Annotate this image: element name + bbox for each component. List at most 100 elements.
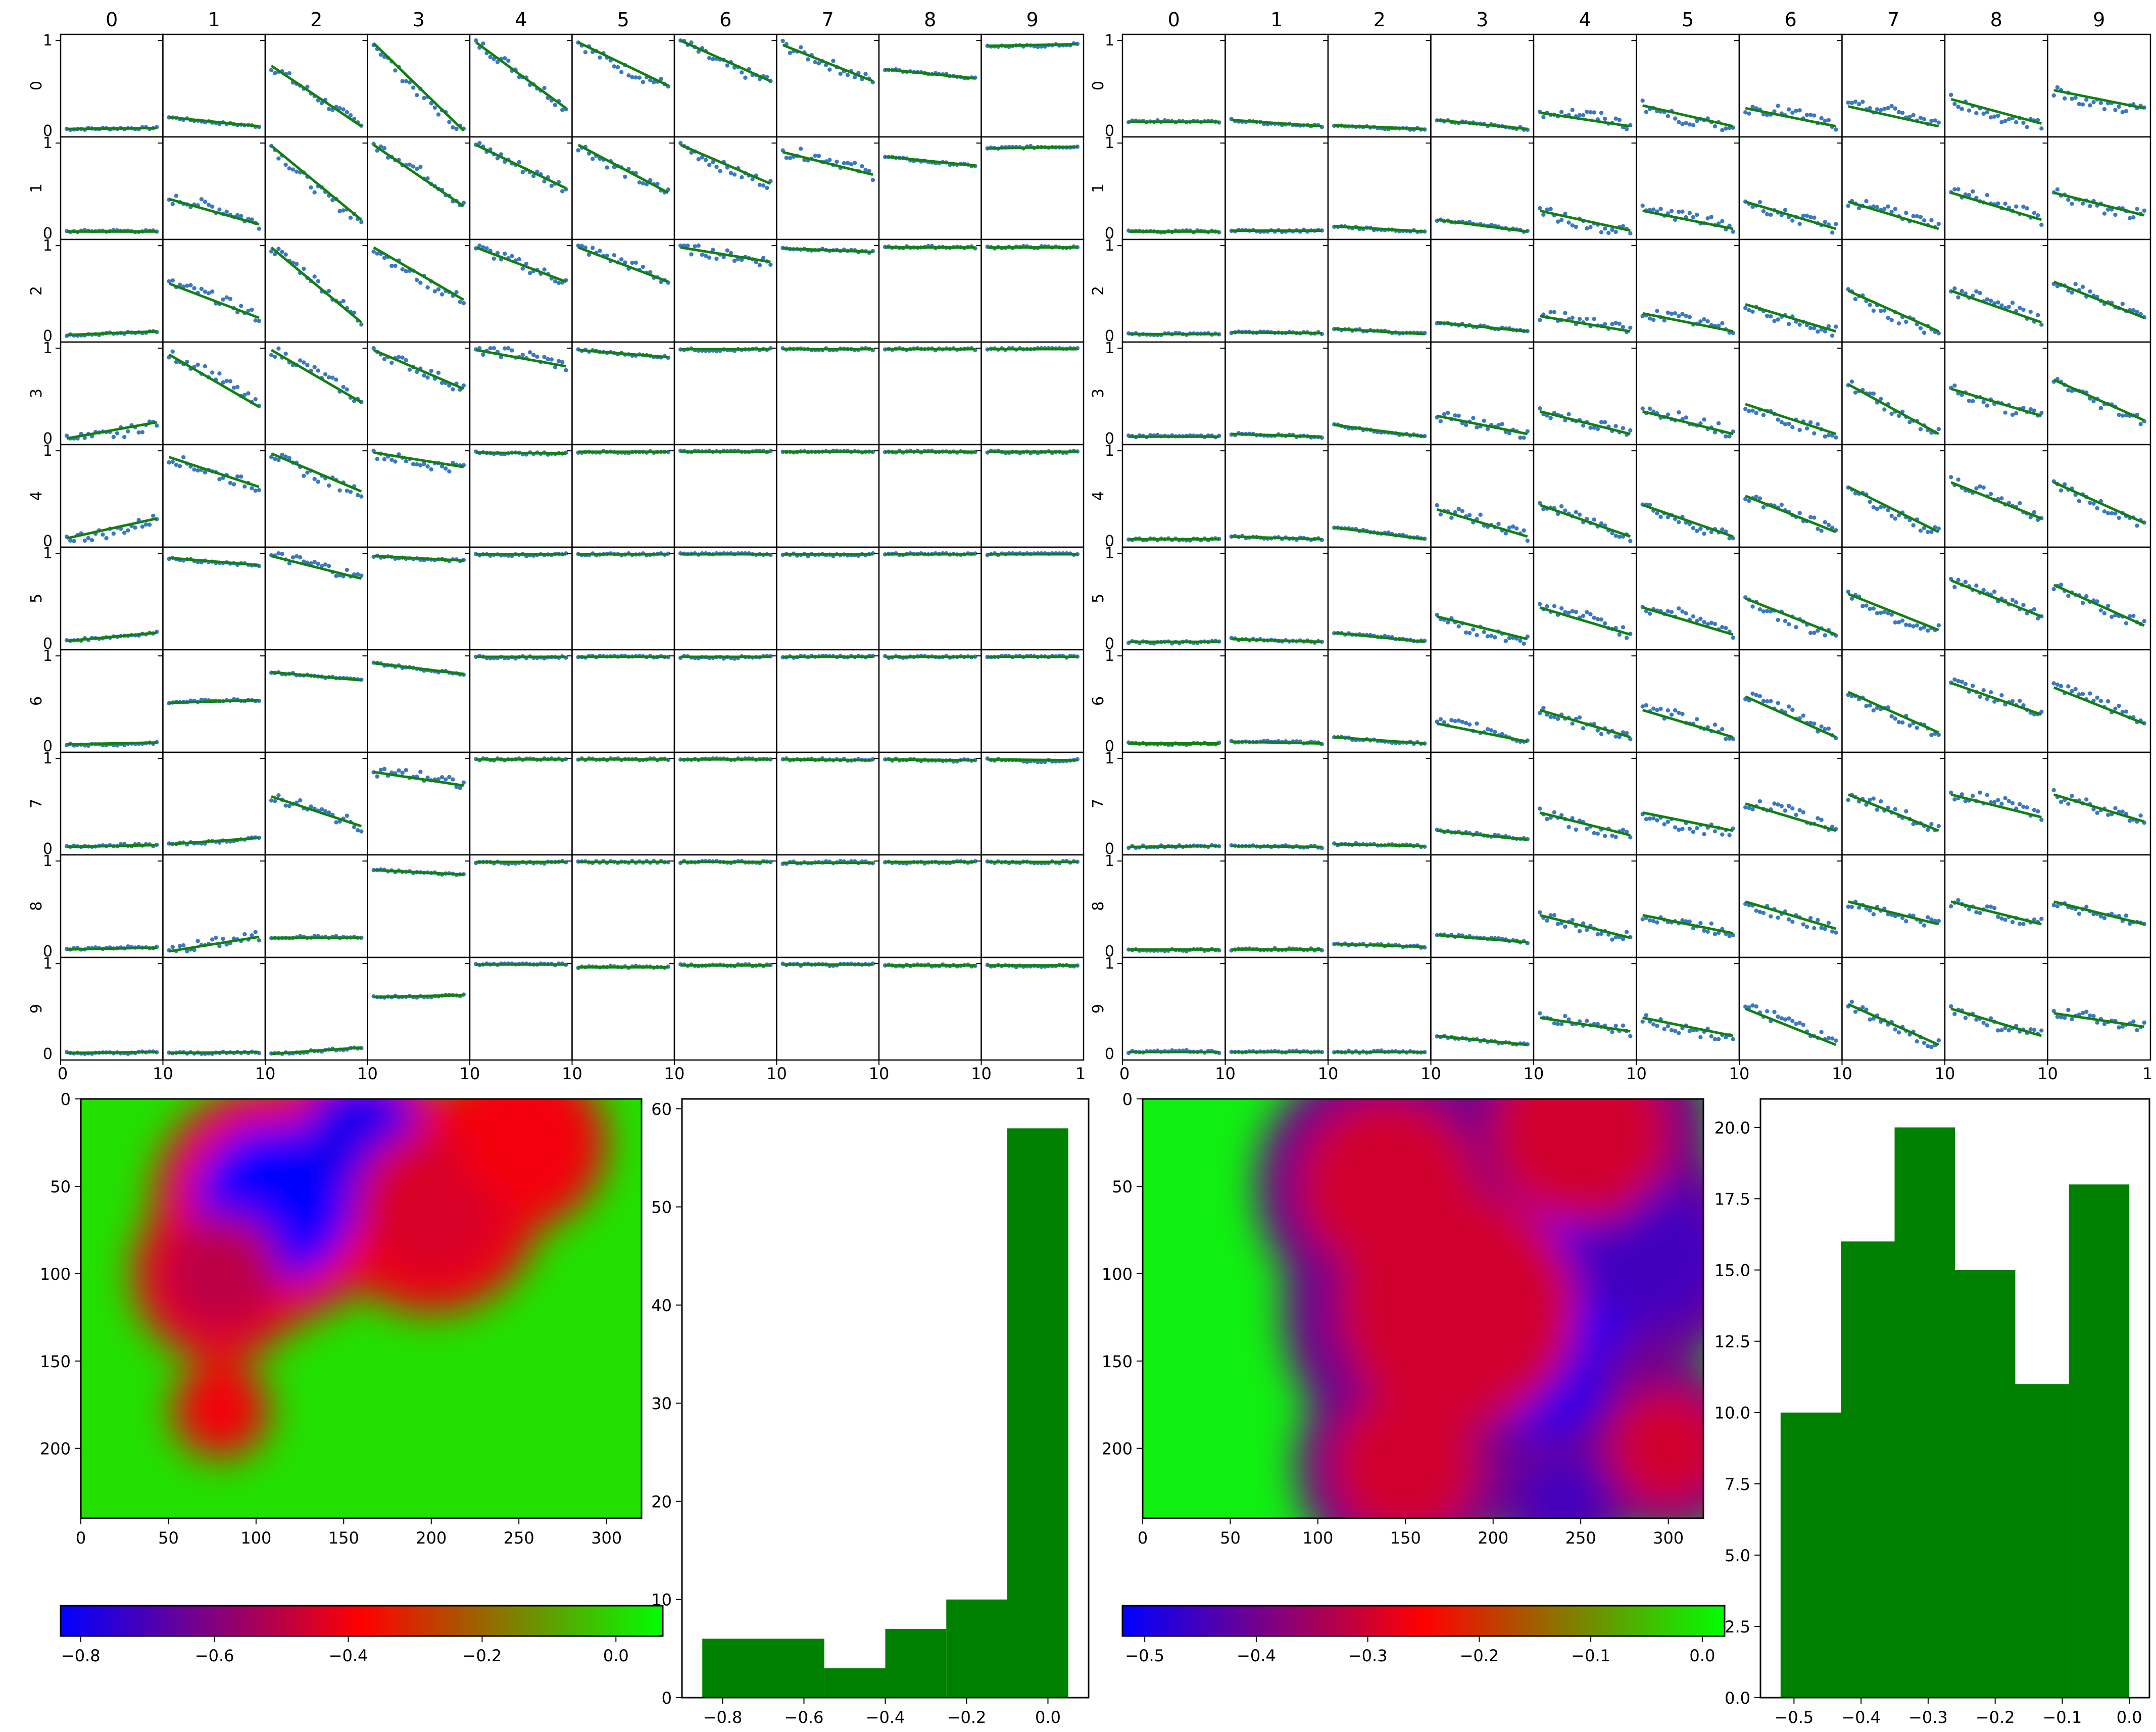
scatter-point: [356, 493, 360, 498]
scatter-point: [414, 167, 419, 171]
grid-cell-frame: [367, 136, 471, 240]
scatter-point: [447, 383, 452, 388]
scatter-point: [845, 73, 850, 77]
grid-cell-frame: [264, 956, 368, 1061]
scatter-point: [813, 154, 818, 158]
scatter-point: [1896, 321, 1901, 326]
grid-cell-frame: [878, 854, 982, 958]
scatter-point: [1463, 422, 1468, 427]
grid-y-tick-label: 0: [43, 1045, 53, 1063]
scatter-point: [1949, 475, 1953, 479]
scatter-point: [1757, 607, 1762, 612]
scatter-point: [1967, 399, 1972, 403]
scatter-point: [283, 351, 288, 356]
scatter-point: [1853, 390, 1858, 395]
scatter-point: [1456, 718, 1461, 723]
scatter-point: [481, 245, 485, 250]
scatter-point: [1747, 499, 1751, 503]
fit-line: [475, 246, 567, 283]
scatter-point: [1705, 319, 1710, 324]
scatter-point: [1445, 410, 1450, 415]
scatter-point: [1485, 634, 1490, 639]
scatter-point: [287, 71, 291, 76]
scatter-point: [1720, 321, 1725, 326]
scatter-point: [2098, 101, 2103, 105]
scatter-point: [2098, 406, 2103, 410]
scatter-point: [375, 774, 379, 779]
scatter-point: [1621, 625, 1626, 630]
grid-cell-frame: [1224, 136, 1329, 240]
grid-cell-frame: [1121, 341, 1226, 446]
scatter-point: [2014, 411, 2019, 416]
scatter-point: [287, 166, 291, 171]
grid-cell-frame: [1944, 444, 2048, 548]
scatter-point: [400, 267, 405, 272]
fit-line: [475, 41, 567, 110]
scatter-point: [1592, 517, 1596, 522]
scatter-point: [429, 101, 433, 106]
scatter-point: [1786, 421, 1791, 426]
scatter-point: [414, 369, 419, 374]
scatter-point: [560, 108, 565, 112]
scatter-point: [2025, 125, 2029, 129]
scatter-point: [228, 297, 233, 301]
fit-line: [168, 353, 260, 408]
scatter-point: [2066, 198, 2071, 202]
scatter-point: [2113, 108, 2118, 112]
grid-cell-frame: [776, 649, 880, 753]
scatter-point: [1617, 321, 1622, 326]
scatter-point: [1830, 230, 1835, 235]
scatter-point: [700, 155, 705, 160]
scatter-point: [1988, 492, 1993, 496]
scatter-point: [696, 243, 701, 248]
scatter-point: [1999, 120, 2004, 125]
scatter-point: [1559, 110, 1564, 114]
grid-y-tick-label: 1: [43, 442, 53, 460]
scatter-point: [82, 436, 87, 440]
scatter-point: [382, 766, 387, 772]
scatter-point: [700, 252, 705, 257]
scatter-point: [1936, 221, 1941, 226]
scatter-point: [228, 379, 233, 383]
scatter-point: [185, 283, 189, 288]
scatter-point: [765, 185, 769, 190]
scatter-point: [1548, 207, 1553, 211]
scatter-point: [231, 482, 236, 487]
scatter-point: [718, 169, 722, 173]
scatter-point: [1911, 624, 1916, 629]
scatter-point: [1970, 399, 1975, 404]
fit-line: [271, 670, 362, 682]
scatter-point: [1834, 127, 1838, 132]
scatter-point: [2059, 488, 2064, 493]
grid-cell-frame: [60, 956, 164, 1061]
scatter-point: [280, 452, 284, 457]
scatter-point: [425, 285, 430, 290]
grid-cell-frame: [60, 136, 164, 240]
scatter-point: [1992, 589, 1997, 594]
scatter-point: [1698, 319, 1703, 324]
scatter-point: [689, 150, 694, 155]
scatter-point: [1849, 101, 1854, 106]
scatter-point: [1489, 728, 1494, 733]
scatter-point: [1801, 213, 1806, 218]
scatter-point: [1936, 427, 1941, 431]
scatter-point: [111, 531, 116, 536]
scatter-point: [1538, 206, 1542, 211]
scatter-point: [294, 262, 299, 266]
scatter-point: [1669, 311, 1674, 316]
scatter-point: [224, 378, 229, 383]
scatter-point: [1882, 107, 1887, 111]
scatter-point: [1599, 230, 1604, 234]
grid-y-tick-label: 0: [43, 738, 53, 755]
grid-cell-frame: [776, 341, 880, 446]
grid-cell-frame: [367, 956, 471, 1061]
fit-line: [987, 758, 1077, 762]
scatter-point: [330, 198, 335, 203]
grid-cell-frame: [981, 546, 1085, 651]
grid-col-header: 6: [1785, 9, 1797, 31]
scatter-point: [1471, 416, 1476, 420]
fit-line: [270, 145, 362, 221]
scatter-point: [273, 799, 277, 803]
grid-cell-frame: [981, 649, 1085, 753]
scatter-point: [2102, 611, 2107, 616]
